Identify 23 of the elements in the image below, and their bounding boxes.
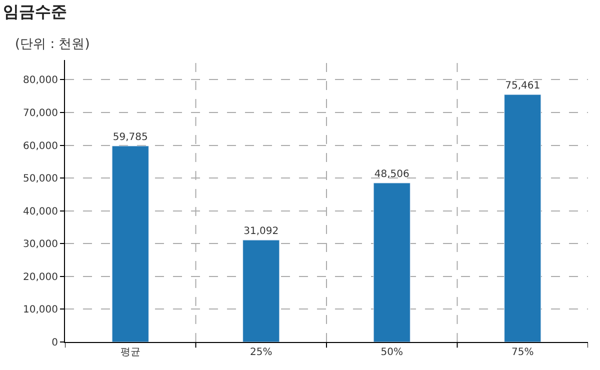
y-tick-label: 30,000	[23, 239, 58, 250]
x-tick-label: 50%	[380, 347, 403, 358]
y-tick-label: 20,000	[23, 272, 58, 283]
y-tick-label: 80,000	[23, 75, 58, 86]
bar	[242, 240, 280, 342]
y-tick-label: 50,000	[23, 174, 58, 185]
y-tick-label: 40,000	[23, 206, 58, 218]
y-tick-label: 70,000	[23, 108, 58, 119]
data-label: 75,461	[505, 80, 540, 92]
data-label: 31,092	[244, 226, 279, 238]
y-tick-label: 60,000	[23, 140, 58, 152]
data-label: 48,506	[374, 168, 410, 180]
chart-subtitle: (단위 : 천원)	[15, 37, 90, 52]
x-tick-label: 평균	[120, 347, 140, 358]
x-tick-label: 25%	[250, 347, 272, 358]
x-tick-label: 75%	[512, 347, 534, 358]
bar	[112, 146, 149, 342]
bar	[373, 182, 410, 342]
bar	[504, 94, 542, 342]
y-tick-label: 10,000	[23, 304, 58, 316]
data-label: 59,785	[112, 132, 148, 143]
y-tick-label: 0	[52, 338, 58, 348]
chart-title: 임금수준	[3, 2, 67, 21]
